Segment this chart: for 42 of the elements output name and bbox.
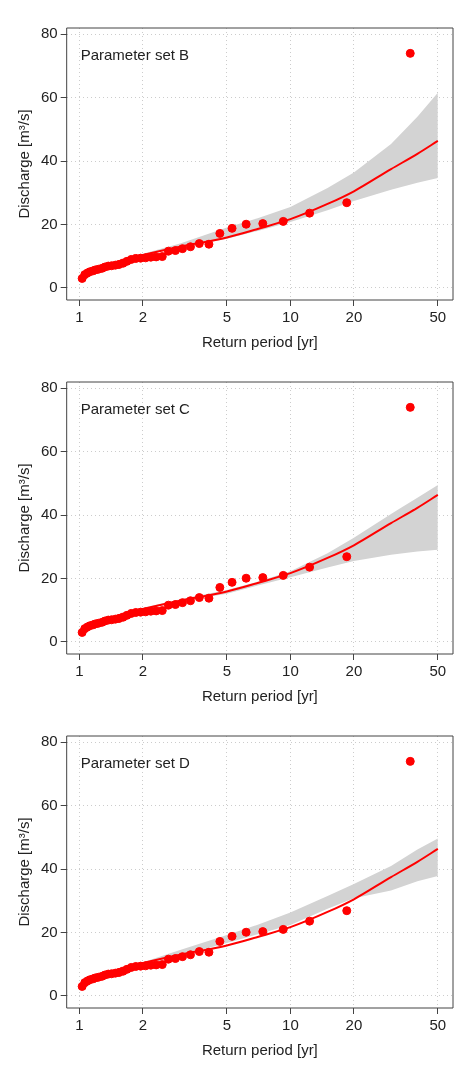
y-tick-label: 60: [41, 441, 58, 459]
text: Parameter set B: [80, 46, 190, 64]
x-tick-label: 20: [345, 662, 363, 680]
y-tick-label: 40: [41, 151, 58, 169]
x-axis-title: Return period [yr]: [201, 687, 318, 705]
y-tick-label: 20: [41, 568, 58, 586]
x-tick-label: 1: [75, 1016, 84, 1034]
x-tick-label: 50: [429, 662, 447, 680]
x-tick-label: 10: [282, 308, 299, 326]
y-tick-label: 0: [49, 278, 58, 296]
y-tick-label: 0: [49, 632, 58, 650]
x-tick-label: 2: [138, 662, 148, 680]
x-tick-label: 20: [345, 308, 363, 326]
x-tick-label: 2: [138, 308, 148, 326]
y-axis-title: Discharge [m³/s]: [15, 109, 33, 219]
text: Parameter set D: [80, 754, 191, 772]
y-tick-label: 60: [41, 795, 58, 813]
x-tick-label: 1: [75, 662, 84, 680]
x-tick-label: 2: [138, 1016, 148, 1034]
x-tick-label: 50: [429, 308, 447, 326]
y-tick-label: 0: [49, 986, 58, 1004]
y-tick-label: 60: [41, 87, 58, 105]
x-tick-label: 10: [282, 662, 299, 680]
x-axis-title: Return period [yr]: [201, 1041, 318, 1059]
y-tick-label: 80: [41, 378, 58, 396]
y-tick-label: 80: [41, 732, 58, 750]
x-tick-label: 1: [75, 308, 84, 326]
y-tick-label: 40: [41, 505, 58, 523]
x-tick-label: 5: [222, 308, 232, 326]
x-tick-label: 50: [429, 1016, 447, 1034]
y-tick-label: 80: [41, 24, 58, 42]
y-axis-title: Discharge [m³/s]: [15, 817, 33, 927]
x-tick-label: 10: [282, 1016, 299, 1034]
y-axis-title: Discharge [m³/s]: [15, 463, 33, 573]
text: Parameter set C: [80, 400, 191, 418]
x-tick-label: 5: [222, 662, 232, 680]
y-tick-label: 20: [41, 214, 58, 232]
x-axis-title: Return period [yr]: [201, 333, 318, 351]
y-tick-label: 40: [41, 859, 58, 877]
x-tick-label: 20: [345, 1016, 363, 1034]
y-tick-label: 20: [41, 922, 58, 940]
x-tick-label: 5: [222, 1016, 232, 1034]
